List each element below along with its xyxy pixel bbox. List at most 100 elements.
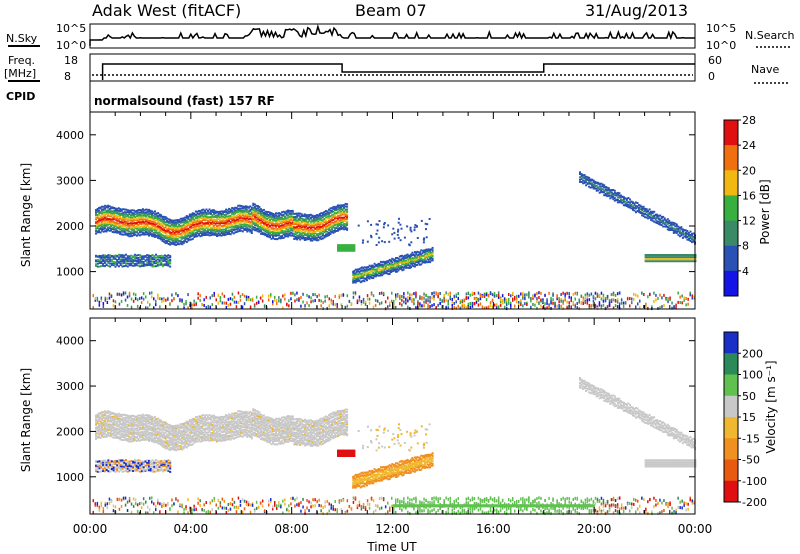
velocity-cell — [146, 430, 149, 433]
power-cell — [228, 215, 231, 218]
power-cell — [275, 226, 277, 229]
power-cell — [166, 241, 169, 244]
power-cell — [662, 219, 665, 222]
power-cell — [317, 236, 320, 239]
velocity-cell — [113, 423, 116, 426]
power-cell — [391, 291, 393, 295]
power-cell — [668, 258, 671, 261]
power-cell — [210, 226, 212, 229]
power-cell — [167, 236, 170, 239]
power-cell — [306, 301, 308, 305]
power-cell — [639, 306, 641, 310]
power-cell — [117, 222, 120, 225]
power-cell — [166, 236, 169, 239]
power-cell — [616, 196, 619, 199]
power-cell — [117, 219, 120, 222]
power-cell — [400, 227, 403, 230]
power-cell — [222, 222, 225, 225]
velocity-cell — [117, 420, 120, 423]
power-cell — [276, 224, 279, 227]
power-cell — [655, 298, 657, 302]
power-cell — [610, 293, 613, 296]
power-cell — [597, 186, 600, 189]
power-cell — [197, 221, 200, 223]
power-cell — [326, 233, 329, 236]
power-cell — [487, 293, 490, 297]
power-cell — [387, 273, 390, 276]
power-cell — [279, 227, 282, 230]
power-cell — [126, 260, 129, 262]
power-cell — [399, 239, 402, 242]
power-cell — [324, 230, 327, 233]
power-cell — [135, 260, 138, 263]
power-cell — [691, 254, 694, 256]
power-cell — [335, 209, 338, 212]
power-cell — [120, 227, 123, 230]
power-cell — [99, 220, 102, 223]
power-cell — [374, 264, 377, 267]
power-cell — [318, 218, 321, 221]
power-cell — [401, 257, 404, 260]
power-cell — [249, 208, 252, 211]
power-cell — [687, 238, 690, 240]
power-cell — [437, 292, 439, 296]
power-cell — [114, 254, 117, 257]
power-cell — [656, 220, 659, 223]
power-cell — [275, 238, 277, 241]
power-cell — [187, 234, 190, 237]
power-cell — [290, 225, 293, 228]
power-cell — [264, 232, 267, 235]
velocity-cell — [125, 420, 128, 423]
power-cell — [138, 216, 141, 219]
power-cell — [689, 293, 691, 297]
velocity-cell — [140, 428, 143, 431]
power-cell — [429, 252, 432, 255]
power-cell — [401, 254, 404, 257]
power-cell — [481, 294, 484, 298]
power-cell — [417, 302, 419, 305]
velocity-cell — [120, 430, 123, 433]
power-cell — [393, 269, 396, 272]
power-cell — [177, 294, 179, 298]
velocity-cell — [98, 422, 101, 425]
power-cell — [413, 265, 416, 268]
power-cell — [681, 233, 684, 236]
power-cell — [600, 297, 603, 301]
velocity-cell — [101, 415, 104, 418]
power-cell — [326, 215, 329, 218]
power-cell — [153, 297, 155, 301]
power-cell — [423, 296, 425, 300]
power-cell — [346, 203, 349, 206]
power-cell — [411, 297, 413, 301]
power-cell — [339, 244, 342, 247]
power-cell — [241, 205, 244, 208]
power-cell — [108, 214, 111, 217]
power-cell — [288, 304, 290, 308]
power-cell — [149, 303, 151, 307]
power-cell — [176, 232, 179, 235]
velocity-cell — [102, 419, 105, 422]
power-cell — [235, 206, 238, 209]
power-cell — [415, 291, 417, 295]
power-cell — [197, 229, 200, 232]
velocity-cell — [107, 433, 110, 436]
power-cell — [415, 306, 417, 310]
power-cell — [408, 261, 411, 264]
power-cell — [252, 202, 255, 205]
power-cell — [219, 296, 222, 300]
velocity-cell — [126, 423, 129, 426]
power-cell — [96, 220, 99, 223]
velocity-cell — [140, 420, 143, 423]
power-cell — [272, 302, 274, 306]
velocity-cell — [116, 422, 119, 425]
power-cell — [296, 214, 299, 217]
power-cell — [167, 221, 170, 224]
power-cell — [99, 226, 102, 229]
power-cell — [173, 223, 176, 226]
power-cell — [684, 231, 687, 234]
power-cell — [629, 203, 631, 206]
power-cell — [123, 217, 126, 220]
power-cell — [395, 297, 397, 301]
power-cell — [285, 230, 288, 233]
power-cell — [151, 212, 153, 215]
